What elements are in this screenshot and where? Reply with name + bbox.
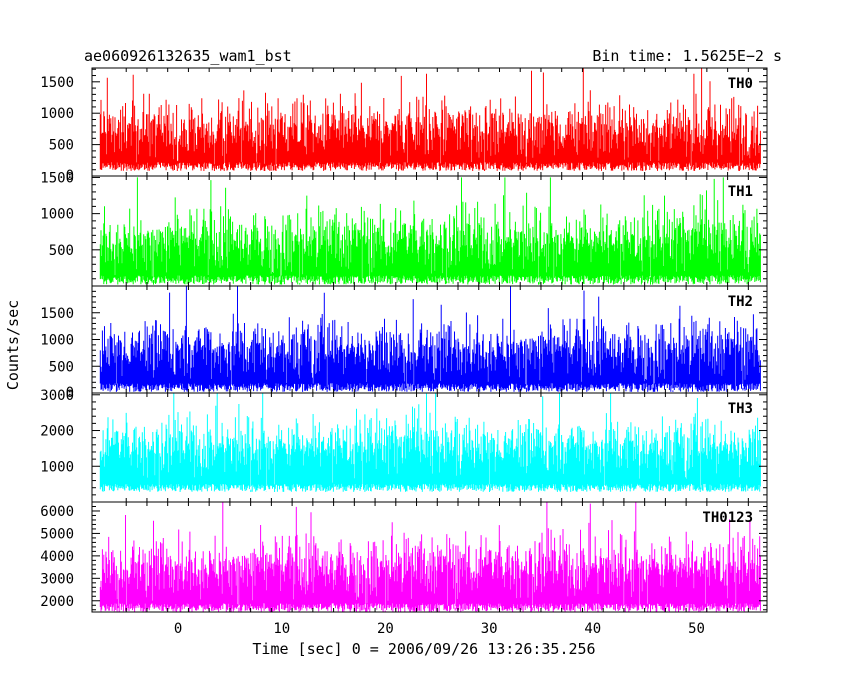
x-tick-label: 40	[584, 621, 601, 637]
x-tick-label: 50	[688, 621, 705, 637]
x-tick-label: 10	[273, 621, 290, 637]
series-th0	[99, 68, 761, 171]
x-tick-label: 0	[174, 621, 182, 637]
y-tick-label: 500	[49, 243, 74, 259]
panels-group: 500100015000TH050010001500TH150010001500…	[40, 67, 768, 637]
y-tick-label: 6000	[40, 504, 74, 520]
y-tick-label: 3000	[40, 571, 74, 587]
series-th1	[99, 177, 761, 285]
y-tick-label: 1000	[40, 459, 74, 475]
y-tick-label: 1500	[40, 75, 74, 91]
panel-th3: 1000 2000 3000 TH3	[40, 388, 768, 503]
y-tick-label: 5000	[40, 526, 74, 542]
panel-label-th0: TH0	[728, 76, 753, 92]
panel-label-th0123: TH0123	[702, 510, 753, 526]
panel-label-th3: TH3	[728, 401, 753, 417]
panel-frame	[91, 501, 768, 613]
chart-title: ae060926132635_wam1_bst	[84, 47, 292, 65]
y-tick-label: 0	[66, 168, 74, 184]
series-th3	[99, 393, 761, 492]
x-tick-label: 20	[377, 621, 394, 637]
panel-th0123: 2000 3000 4000 5000 6000 TH0123	[40, 501, 768, 613]
panel-label-th1: TH1	[728, 184, 753, 200]
series-th2	[99, 286, 761, 392]
x-tick-label: 30	[481, 621, 498, 637]
y-axis-label: Counts/sec	[4, 300, 22, 390]
panel-label-th2: TH2	[728, 294, 753, 310]
y-tick-label: 0	[66, 385, 74, 401]
series-th0123	[99, 502, 761, 612]
y-tick-label: 1500	[40, 306, 74, 322]
y-tick-label: 1500	[40, 170, 74, 186]
panel-th2: 500 1000 1500 0 TH2	[40, 285, 768, 401]
bin-time-label: Bin time: 1.5625E−2 s	[592, 47, 782, 65]
y-tick-label: 2000	[40, 424, 74, 440]
panel-th1: 500 1000 1500 TH1	[40, 170, 768, 287]
y-tick-label: 500	[49, 138, 74, 154]
y-tick-label: 1000	[40, 207, 74, 223]
y-tick-label: 2000	[40, 594, 74, 610]
y-tick-label: 1000	[40, 333, 74, 349]
y-tick-label: 3000	[40, 388, 74, 404]
y-tick-label: 1000	[40, 106, 74, 122]
x-axis-label: Time [sec] 0 = 2006/09/26 13:26:35.256	[252, 640, 595, 658]
y-tick-label: 500	[49, 359, 74, 375]
y-tick-label: 4000	[40, 549, 74, 565]
